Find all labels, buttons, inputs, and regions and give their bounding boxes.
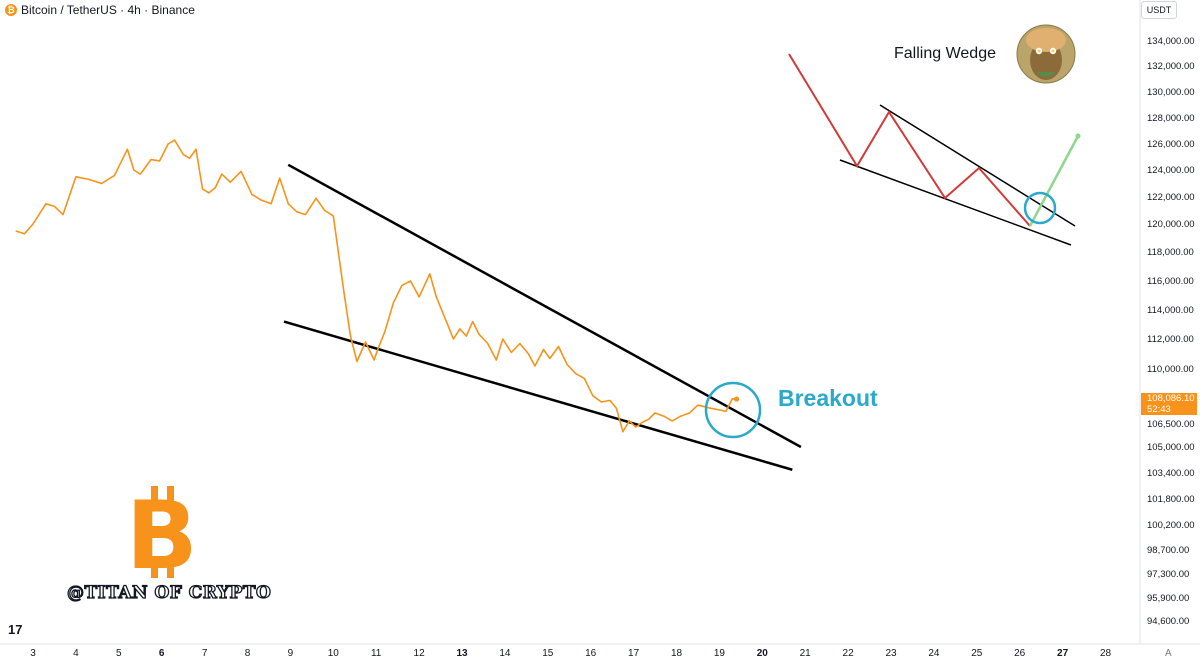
price-tick-label: 132,000.00 [1147, 60, 1195, 72]
price-tick-label: 110,000.00 [1147, 363, 1194, 375]
falling-wedge-title: Falling Wedge [894, 45, 996, 62]
bitcoin-logo-glyph: B [126, 482, 198, 591]
price-tick-label: 100,200.00 [1147, 519, 1195, 531]
time-tick-label: 27 [1057, 648, 1069, 659]
time-tick-label: 26 [1014, 648, 1026, 659]
time-tick-label: 8 [244, 648, 251, 659]
time-tick-label: 16 [585, 648, 597, 659]
price-tick-label: 97,300.00 [1147, 568, 1190, 580]
time-tick-label: 18 [670, 648, 683, 659]
price-tick-label: 120,000.00 [1147, 218, 1195, 230]
time-tick-label: 28 [1099, 648, 1112, 659]
bitcoin-logo: B [126, 482, 198, 591]
time-tick-label: 7 [201, 648, 208, 659]
price-tick-label: 94,600.00 [1147, 615, 1190, 627]
inset-breakout-dot [1075, 133, 1081, 139]
breakout-circle [704, 381, 762, 439]
price-tick-label: 118,000.00 [1147, 246, 1194, 258]
time-tick-label: 14 [499, 648, 511, 659]
time-tick-label: 6 [158, 648, 165, 659]
price-tick-label: 101,800.00 [1147, 493, 1195, 505]
time-tick-label: 10 [327, 648, 339, 659]
time-tick-label: 21 [799, 648, 811, 659]
bitcoin-coin-icon: ₿ [5, 4, 17, 16]
inset-lower-line [839, 159, 1072, 246]
price-tick-label: 134,000.00 [1147, 35, 1195, 47]
last-price-tag: 108,086.10 52:43 [1141, 393, 1197, 415]
price-tick-label: 95,900.00 [1147, 592, 1190, 604]
time-tick-label: 15 [542, 648, 554, 659]
time-tick-label: 13 [456, 648, 468, 659]
trendline-lower [283, 320, 793, 471]
wedge-trendlines [283, 163, 802, 471]
price-tick-label: 126,000.00 [1147, 138, 1195, 150]
last-price: 108,086.10 [1147, 393, 1195, 404]
inset-breakout-circle [1023, 191, 1057, 225]
time-tick-label: 4 [73, 648, 79, 659]
trendline-upper [287, 163, 802, 449]
auto-scale-button[interactable]: A [1165, 648, 1172, 659]
time-tick-label: 3 [30, 648, 36, 659]
time-tick-label: 20 [756, 648, 768, 659]
price-tick-label: 124,000.00 [1147, 164, 1195, 176]
currency-unit-button[interactable]: USDT [1141, 1, 1177, 19]
price-tick-label: 116,000.00 [1147, 275, 1194, 287]
breakout-label: Breakout [778, 385, 878, 411]
bar-countdown: 52:43 [1147, 403, 1171, 415]
price-tick-label: 103,400.00 [1147, 467, 1195, 479]
price-tick-label: 130,000.00 [1147, 86, 1195, 98]
symbol-title: Bitcoin / TetherUS · 4h · Binance [21, 3, 195, 17]
price-tick-label: 106,500.00 [1147, 418, 1195, 430]
time-tick-label: 5 [116, 648, 122, 659]
series-line-0 [15, 139, 737, 433]
price-tick-label: 112,000.00 [1147, 333, 1194, 345]
time-tick-label: 11 [370, 648, 382, 659]
time-tick-label: 12 [413, 648, 425, 659]
time-tick-label: 9 [287, 648, 294, 659]
inset-upper-line [879, 104, 1076, 227]
time-tick-label: 19 [713, 648, 725, 659]
time-tick-label: 23 [885, 648, 897, 659]
time-tick-label: 24 [928, 648, 940, 659]
price-series [15, 139, 740, 433]
time-tick-label: 22 [842, 648, 854, 659]
time-tick-label: 17 [628, 648, 640, 659]
price-tick-label: 105,000.00 [1147, 441, 1195, 453]
price-tick-label: 128,000.00 [1147, 112, 1195, 124]
inset-breakout-arrow [1028, 135, 1080, 227]
inset-zigzag [788, 53, 1031, 227]
symbol-header[interactable]: ₿ Bitcoin / TetherUS · 4h · Binance [5, 2, 195, 18]
last-price-point [733, 396, 740, 402]
falling-wedge-illustration [788, 53, 1081, 246]
author-watermark: @TITAN OF CRYPTO [66, 582, 272, 603]
price-tick-label: 114,000.00 [1147, 304, 1194, 316]
price-tick-label: 122,000.00 [1147, 191, 1195, 203]
avatar [1016, 24, 1076, 84]
price-tick-label: 98,700.00 [1147, 544, 1190, 556]
time-tick-label: 25 [971, 648, 983, 659]
tradingview-logo[interactable]: 17 [8, 622, 23, 637]
